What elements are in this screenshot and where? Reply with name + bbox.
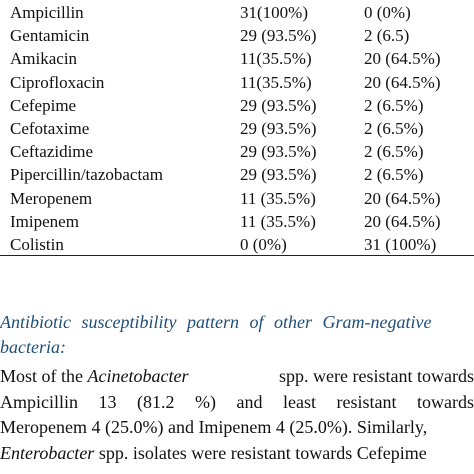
text-run-italic: Acinetobacter <box>87 366 189 386</box>
paragraph-line: Most of the Acinetobacter spp. were resi… <box>0 364 474 390</box>
table-row: Gentamicin 29 (93.5%) 2 (6.5) <box>0 23 474 46</box>
section-heading-line: Antibiotic susceptibility pattern of oth… <box>0 312 432 332</box>
antibiotic-name-cell: Meropenem <box>10 188 93 208</box>
text-run-italic: Enterobacter <box>0 442 95 463</box>
sensitive-count-cell: 0 (0%) <box>364 3 411 22</box>
text-run: Ampicillin <box>0 391 78 412</box>
table-row: Cefepime 29 (93.5%) 2 (6.5%) <box>0 93 474 116</box>
table-row: Amikacin 11(35.5%) 20 (64.5%) <box>0 46 474 69</box>
sensitive-count-cell: 31 (100%) <box>364 234 437 254</box>
sensitive-count-cell: 20 (64.5%) <box>364 188 441 208</box>
antibiotic-name-cell: Imipenem <box>10 211 79 231</box>
section-heading: Antibiotic susceptibility pattern of oth… <box>0 310 474 360</box>
table-row: Ciprofloxacin 11(35.5%) 20 (64.5%) <box>0 70 474 93</box>
table-row: Ampicillin 31(100%) 0 (0%) <box>0 0 474 23</box>
text-run: resistant <box>336 391 397 412</box>
paragraph-line: Enterobacter spp. isolates were resistan… <box>0 441 474 467</box>
resistant-count-cell: 29 (93.5%) <box>240 95 317 115</box>
antibiotic-name-cell: Amikacin <box>10 49 78 69</box>
table-row: Pipercillin/tazobactam 29 (93.5%) 2 (6.5%) <box>0 162 474 185</box>
text-run: (81.2 <box>137 391 175 412</box>
text-run: spp. were resistant towards <box>274 366 474 386</box>
table-row: Colistin 0 (0%) 31 (100%) <box>0 232 474 255</box>
table-row: Meropenem 11 (35.5%) 20 (64.5%) <box>0 186 474 209</box>
sensitive-count-cell: 2 (6.5) <box>364 26 410 46</box>
sensitive-count-cell: 20 (64.5%) <box>364 211 441 231</box>
resistant-count-cell: 29 (93.5%) <box>240 165 317 185</box>
text-run: %) <box>195 391 216 412</box>
sensitive-count-cell: 20 (64.5%) <box>364 49 441 69</box>
table-row: Cefotaxime 29 (93.5%) 2 (6.5%) <box>0 116 474 139</box>
sensitive-count-cell: 2 (6.5%) <box>364 95 424 115</box>
table-row: Ceftazidime 29 (93.5%) 2 (6.5%) <box>0 139 474 162</box>
antibiotic-name-cell: Cefepime <box>10 95 77 115</box>
body-paragraph: Most of the Acinetobacter spp. were resi… <box>0 364 474 466</box>
text-run: spp. isolates were resistant towards Cef… <box>94 442 427 463</box>
paragraph-line: Meropenem 4 (25.0%) and Imipenem 4 (25.0… <box>0 415 474 441</box>
sensitive-count-cell: 20 (64.5%) <box>364 72 441 92</box>
text-run: and <box>236 391 263 412</box>
antibiotic-name-cell: Colistin <box>10 234 64 254</box>
antibiotic-name-cell: Pipercillin/tazobactam <box>10 165 163 185</box>
resistant-count-cell: 11 (35.5%) <box>240 211 316 231</box>
resistant-count-cell: 31(100%) <box>240 3 308 22</box>
antibiotic-table: Ampicillin 31(100%) 0 (0%) Gentamicin 29 (93… <box>0 0 474 257</box>
text-run: towards <box>417 391 474 412</box>
table-row: Imipenem 11 (35.5%) 20 (64.5%) <box>0 209 474 232</box>
resistant-count-cell: 11(35.5%) <box>240 49 312 69</box>
antibiotic-name-cell: Ampicillin <box>10 3 84 22</box>
antibiotic-name-cell: Gentamicin <box>10 26 90 46</box>
resistant-count-cell: 29 (93.5%) <box>240 142 317 162</box>
resistant-count-cell: 11 (35.5%) <box>240 188 316 208</box>
sensitive-count-cell: 2 (6.5%) <box>364 142 424 162</box>
text-run: Most of the <box>0 366 88 386</box>
antibiotic-name-cell: Ceftazidime <box>10 142 94 162</box>
section-heading-line: bacteria: <box>0 337 66 357</box>
antibiotic-name-cell: Ciprofloxacin <box>10 72 105 92</box>
sensitive-count-cell: 2 (6.5%) <box>364 118 424 138</box>
text-run: Meropenem 4 (25.0%) and Imipenem 4 (25.0… <box>0 417 428 437</box>
resistant-count-cell: 29 (93.5%) <box>240 26 317 46</box>
paragraph-line: Ampicillin 13 (81.2 %) and least resista… <box>0 390 474 416</box>
resistant-count-cell: 11(35.5%) <box>240 72 312 92</box>
resistant-count-cell: 0 (0%) <box>240 234 287 254</box>
text-run: 13 <box>98 391 117 412</box>
resistant-count-cell: 29 (93.5%) <box>240 118 317 138</box>
text-run: least <box>283 391 316 412</box>
sensitive-count-cell: 2 (6.5%) <box>364 165 424 185</box>
antibiotic-name-cell: Cefotaxime <box>10 118 90 138</box>
